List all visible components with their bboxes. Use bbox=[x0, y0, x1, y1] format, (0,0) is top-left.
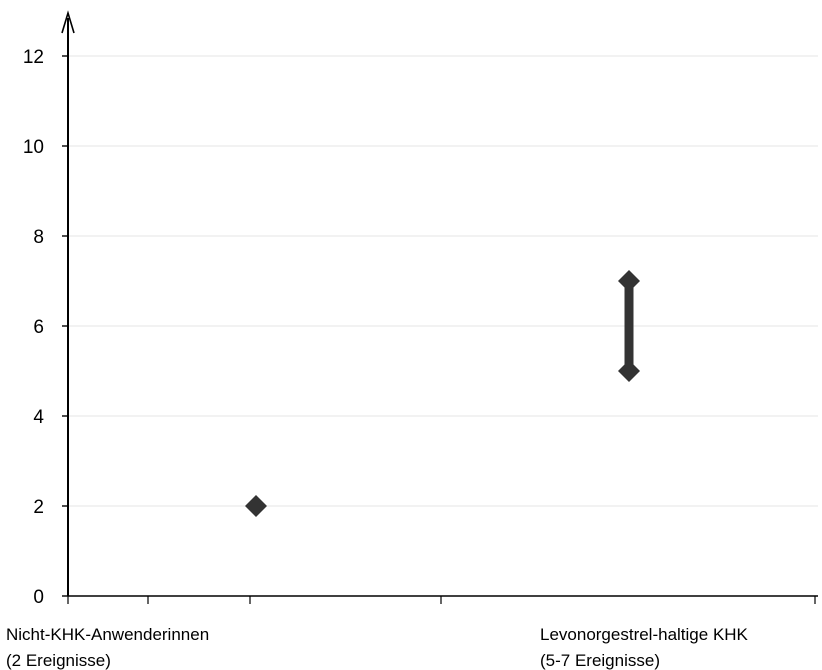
marker-high-1 bbox=[618, 270, 640, 292]
y-tick-label-4: 4 bbox=[33, 407, 44, 428]
y-axis-arrow-icon bbox=[61, 10, 75, 34]
category-label-1-line2: (5-7 Ereignisse) bbox=[540, 651, 660, 670]
y-tick-label-12: 12 bbox=[23, 47, 44, 68]
category-labels: Nicht-KHK-Anwenderinnen (2 Ereignisse) Lev… bbox=[6, 625, 749, 670]
y-tick-label-8: 8 bbox=[33, 227, 44, 248]
x-ticks bbox=[67, 596, 816, 604]
y-tick-label-6: 6 bbox=[33, 317, 44, 338]
marker-low-1 bbox=[618, 360, 640, 382]
y-tick-labels: 0 2 4 6 8 10 12 bbox=[23, 47, 68, 608]
category-label-0-line2: (2 Ereignisse) bbox=[6, 651, 111, 670]
marker-0 bbox=[245, 495, 267, 517]
y-tick-label-2: 2 bbox=[33, 497, 44, 518]
y-tick-label-10: 10 bbox=[23, 137, 44, 158]
category-label-0-line1: Nicht-KHK-Anwenderinnen bbox=[6, 625, 209, 644]
y-tick-label-0: 0 bbox=[33, 587, 44, 608]
axes bbox=[61, 10, 818, 597]
markers bbox=[245, 270, 640, 517]
category-label-1-line1: Levonorgestrel-haltige KHK bbox=[540, 625, 749, 644]
grid-lines bbox=[68, 55, 818, 507]
